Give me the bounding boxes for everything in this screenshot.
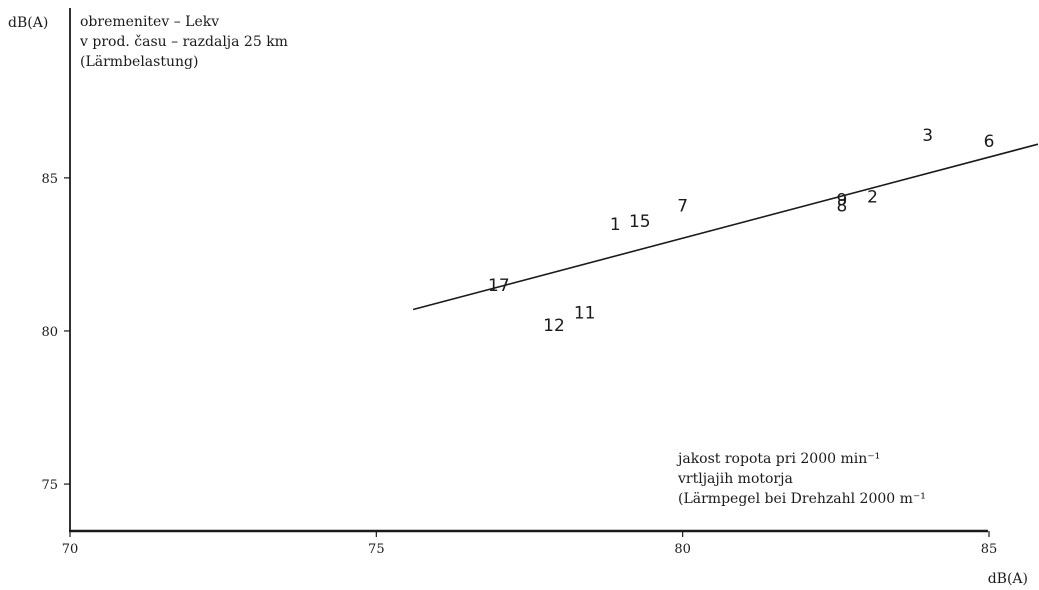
axes [69,8,988,533]
data-point-label: 3 [922,126,933,146]
x-tick-label: 85 [981,542,998,557]
y-axis-label: dB(A) [8,15,48,31]
x-note-line-3: (Lärmpegel bei Drehzahl 2000 m⁻¹ [678,491,926,507]
data-point-label: 17 [488,276,510,296]
data-point-label: 9 [837,190,848,210]
y-tick-label: 80 [41,325,58,340]
trend-line [412,143,1039,311]
x-tick-label: 75 [368,542,385,557]
x-tick-label: 70 [62,542,79,557]
title-line-3: (Lärmbelastung) [80,54,198,70]
x-note-line-2: vrtljajih motorja [677,471,793,487]
data-point-label: 2 [867,187,878,207]
title-line-2: v prod. času – razdalja 25 km [79,34,288,50]
title-line-1: obremenitev – Lekv [80,14,219,30]
data-point-label: 7 [677,197,688,217]
ticks: 70 75 80 85 75 80 85 [41,172,997,557]
data-point-label: 1 [610,215,621,235]
data-points: 1 15 7 17 12 11 98 2 3 6 [488,126,994,336]
y-tick-label: 75 [41,478,58,493]
data-point-label: 6 [984,132,995,152]
x-tick-label: 80 [674,542,691,557]
y-tick-label: 85 [41,172,58,187]
data-point-label: 11 [574,304,596,324]
x-note-line-1: jakost ropota pri 2000 min⁻¹ [676,451,880,467]
data-point-label: 8 [837,197,848,217]
x-axis-label: dB(A) [988,571,1028,587]
data-point-label: 15 [629,212,651,232]
data-point-label: 12 [543,316,565,336]
